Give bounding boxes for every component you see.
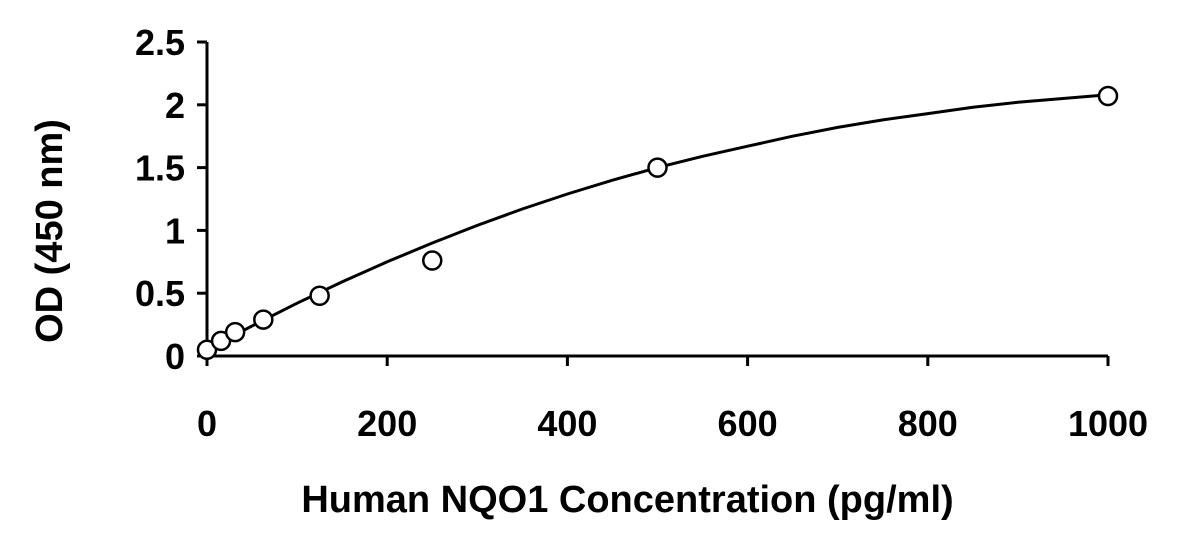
data-point: [422, 250, 443, 271]
data-point: [647, 157, 668, 178]
data-point: [224, 321, 246, 343]
data-points: [196, 85, 1119, 360]
x-tick-label: 600: [718, 403, 778, 444]
x-axis-ticks: 0 200 400 600 800 1000: [197, 356, 1148, 444]
x-tick-label: 1000: [1068, 403, 1148, 444]
x-axis-title: Human NQO1 Concentration (pg/ml): [301, 479, 953, 521]
x-tick-label: 400: [537, 403, 597, 444]
fit-curve: [206, 93, 1109, 352]
y-axis-ticks: 0 0.5 1 1.5 2 2.5: [135, 22, 207, 377]
x-tick-label: 0: [197, 403, 217, 444]
y-tick-label: 0: [165, 336, 185, 377]
y-tick-label: 0.5: [135, 273, 185, 314]
y-tick-label: 1: [165, 210, 185, 251]
y-tick-label: 1.5: [135, 148, 185, 189]
y-tick-label: 2: [165, 85, 185, 126]
x-tick-label: 200: [357, 403, 417, 444]
data-point: [253, 309, 274, 330]
y-tick-label: 2.5: [135, 22, 185, 63]
data-point: [309, 285, 330, 306]
x-tick-label: 800: [898, 403, 958, 444]
y-axis-title: OD (450 nm): [29, 119, 71, 343]
data-point: [1097, 85, 1119, 107]
